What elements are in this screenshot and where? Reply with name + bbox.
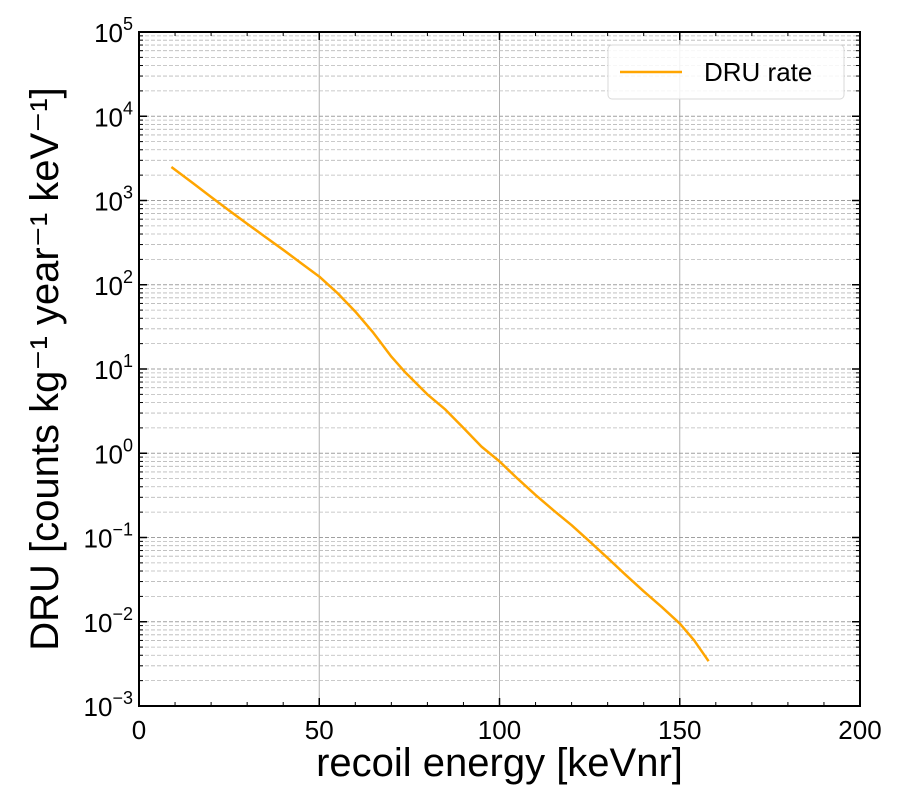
axis-ticks	[138, 31, 861, 707]
y-axis-label: DRU [counts kg⁻¹ year⁻¹ keV⁻¹]	[23, 87, 67, 650]
y-tick-label: 100	[94, 435, 133, 469]
y-tick-label: 101	[94, 351, 133, 385]
x-axis-label: recoil energy [keVnr]	[316, 741, 683, 785]
y-tick-label: 10−2	[84, 604, 133, 638]
y-tick-label: 105	[94, 14, 133, 48]
y-tick-labels: 10−3 10−2 10−1 100 101 102 103 104 105	[84, 14, 133, 722]
legend: DRU rate	[607, 44, 845, 100]
x-tick-label: 150	[658, 715, 701, 745]
series-line	[170, 166, 710, 662]
x-tick-label: 100	[478, 715, 521, 745]
x-tick-labels: 0 50 100 150 200	[132, 715, 882, 745]
y-tick-label: 102	[94, 267, 133, 301]
y-tick-label: 10−3	[84, 688, 133, 722]
x-tick-label: 200	[838, 715, 881, 745]
series-layer	[170, 166, 710, 662]
y-tick-label: 104	[94, 98, 133, 132]
x-tick-label: 0	[132, 715, 146, 745]
legend-box	[607, 44, 845, 100]
x-tick-label: 50	[305, 715, 334, 745]
y-tick-label: 103	[94, 183, 133, 217]
legend-label: DRU rate	[704, 57, 812, 87]
y-tick-label: 10−1	[84, 520, 133, 554]
grid	[138, 31, 861, 707]
